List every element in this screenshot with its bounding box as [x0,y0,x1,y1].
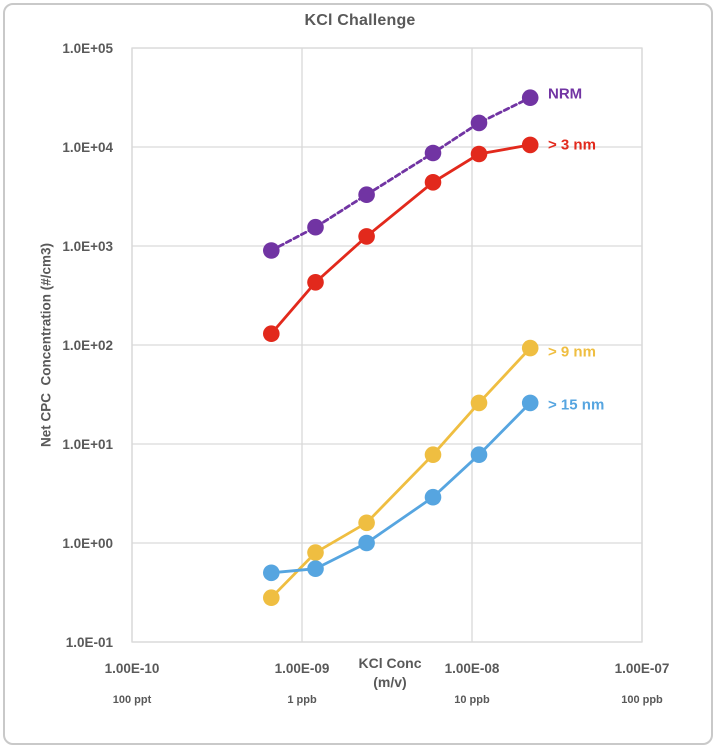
chart-title: KCl Challenge [304,12,416,29]
data-point-gt-15nm [470,446,488,464]
data-point-gt-3nm [470,145,488,163]
data-point-gt-15nm [358,534,375,552]
data-point-nrm [263,242,280,259]
series-line-gt-9nm [269,346,532,600]
y-tick-label: 1.0E+03 [62,239,113,254]
data-point-gt-9nm [470,394,488,412]
data-point-nrm [470,114,488,132]
data-point-gt-3nm [424,174,442,191]
x-unit-label: 1 ppb [287,694,317,706]
x-tick-label: 1.00E-07 [615,661,670,676]
data-point-gt-9nm [263,589,280,606]
data-point-nrm [424,144,442,162]
data-point-nrm [307,218,324,236]
y-tick-label: 1.0E+02 [62,338,113,353]
data-point-gt-3nm [521,136,539,154]
x-unit-label: 100 ppb [621,694,663,706]
x-axis-title-line2: (m/v) [373,674,407,690]
x-axis-title: KCl Conc (m/v) [359,654,422,692]
x-tick-label: 1.00E-10 [105,661,160,676]
series-line-nrm [269,96,532,252]
plot-border [131,47,643,643]
data-point-gt-3nm [358,228,375,245]
series-label-gt-3nm: > 3 nm [548,136,596,154]
y-tick-label: 1.0E+05 [62,41,113,56]
data-point-nrm [521,89,539,106]
data-point-nrm [358,186,375,203]
x-tick-label: 1.00E-08 [445,661,500,676]
y-tick-label: 1.0E+00 [62,536,113,551]
x-unit-label: 100 ppt [113,694,152,706]
y-tick-label: 1.0E-01 [66,635,114,650]
series-label-gt-15nm: > 15 nm [548,396,605,414]
series-label-nrm: NRM [548,85,583,103]
x-tick-label: 1.00E-09 [275,661,330,676]
y-tick-label: 1.0E+04 [62,140,113,155]
x-unit-label: 10 ppb [454,694,490,706]
data-point-gt-9nm [424,446,442,464]
data-point-gt-15nm [521,394,539,412]
data-point-gt-9nm [358,514,375,532]
data-point-gt-3nm [307,274,324,291]
series-label-gt-9nm: > 9 nm [548,343,596,361]
data-point-gt-9nm [521,339,539,357]
data-point-gt-9nm [307,544,324,561]
y-tick-label: 1.0E+01 [62,437,113,452]
x-axis-title-line1: KCl Conc [358,655,422,671]
data-point-gt-15nm [263,564,280,582]
chart-frame [3,3,713,745]
data-point-gt-15nm [307,560,324,577]
data-point-gt-15nm [424,488,442,506]
series-line-gt-3nm [269,143,532,336]
data-point-gt-3nm [263,325,280,343]
